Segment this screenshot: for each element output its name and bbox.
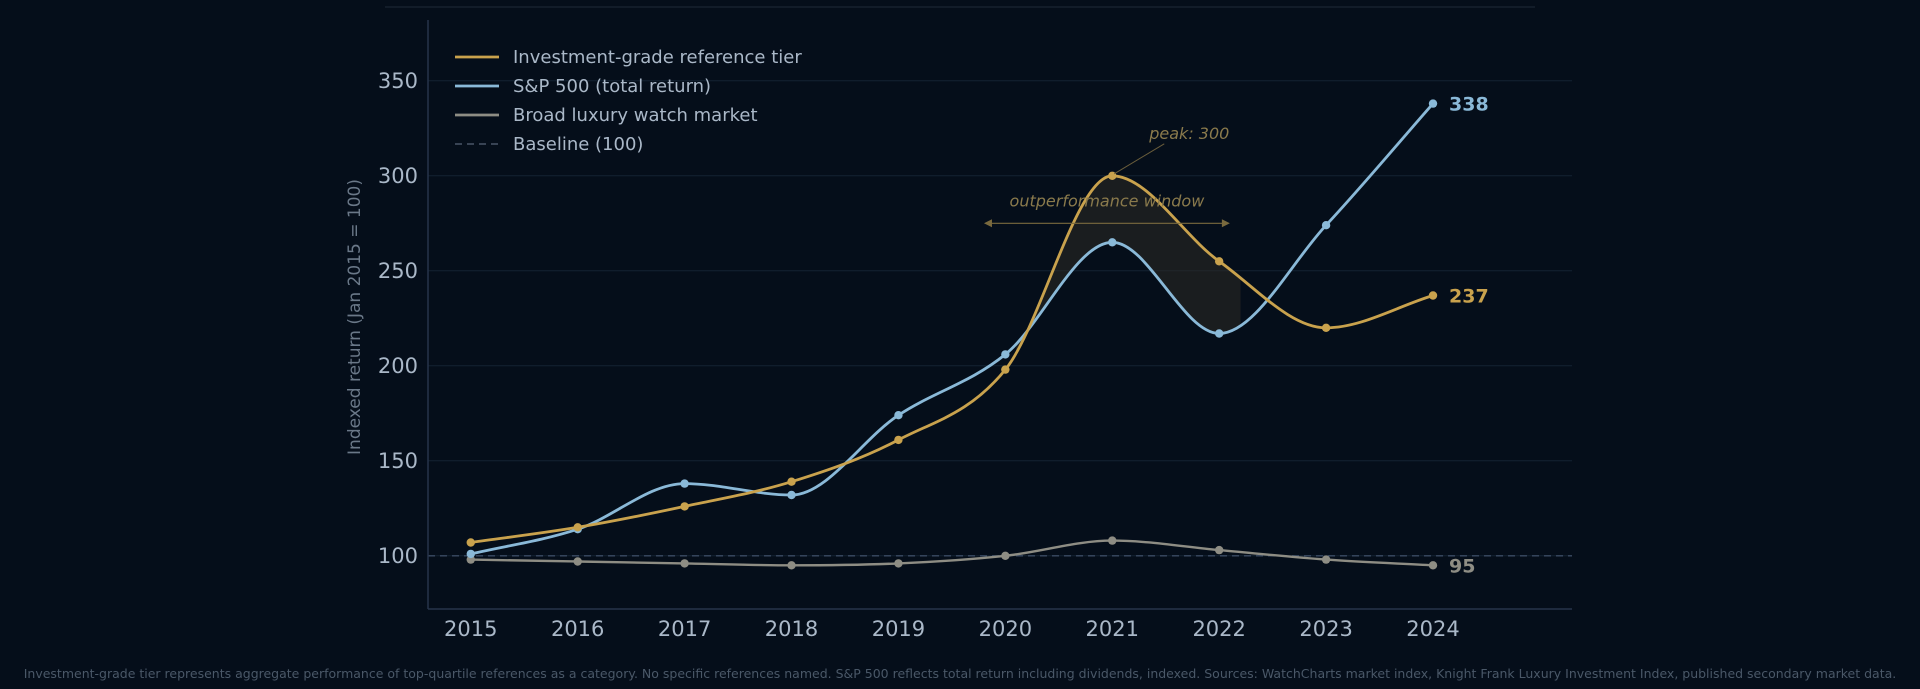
series-line [469,174,1435,544]
series-layer: 95 338 237 [466,94,1489,577]
y-tick-label: 350 [378,69,418,93]
data-point [466,538,475,547]
x-tick-label: 2018 [765,617,818,641]
data-point [1428,561,1438,570]
end-value-label: 338 [1449,94,1489,116]
legend-label: Investment-grade reference tier [513,47,802,68]
data-point [1108,238,1117,247]
data-point [894,559,903,568]
x-tick-label: 2021 [1086,617,1139,641]
series-line [469,102,1435,556]
data-point [1214,257,1224,266]
x-tick-label: 2019 [872,617,925,641]
data-point [573,523,582,532]
y-tick-label: 300 [378,164,418,188]
data-point [680,559,689,568]
data-point [1321,323,1331,332]
y-tick-label: 200 [378,354,418,378]
x-tick-label: 2016 [551,617,604,641]
legend: Investment-grade reference tier S&P 500 (… [455,47,802,155]
data-point [787,561,796,570]
x-tick-label: 2023 [1299,617,1352,641]
peak-leader-line [1114,143,1165,175]
data-point [894,435,903,445]
y-tick-label: 250 [378,259,418,283]
end-value-label: 95 [1449,555,1475,577]
window-arrow-left [983,219,992,228]
data-point [1214,545,1224,555]
data-point [1214,329,1224,338]
y-axis-label: Indexed return (Jan 2015 = 100) [345,179,365,455]
annotation-layer: peak: 300 outperformance window [983,124,1230,228]
y-tick-label: 100 [378,544,418,568]
data-point [466,549,475,559]
data-point [1001,350,1010,359]
legend-label: Baseline (100) [513,134,643,155]
legend-label: Broad luxury watch market [513,105,758,126]
data-point [680,502,689,511]
legend-label: S&P 500 (total return) [513,76,711,97]
data-point [1001,551,1010,560]
caption: Investment-grade tier represents aggrega… [24,666,1897,681]
axes-layer: 100 150 200 250 300 350 2015 2016 2017 2018 2019 20… [378,20,1572,641]
data-point [1321,221,1331,230]
data-point [1108,536,1117,545]
series-line [469,539,1435,567]
data-point [787,490,796,500]
data-point [1321,555,1331,564]
window-annotation: outperformance window [1010,191,1206,210]
data-point [894,411,903,420]
x-tick-label: 2015 [444,617,497,641]
data-point [1001,365,1010,374]
x-tick-label: 2022 [1192,617,1245,641]
data-point [680,479,689,488]
data-point [1428,291,1438,300]
data-point [573,557,582,566]
peak-annotation: peak: 300 [1148,124,1229,143]
window-arrow-right [1221,219,1230,228]
end-value-label: 237 [1449,286,1489,308]
x-tick-label: 2020 [979,617,1032,641]
grid-layer [428,80,1572,557]
data-point [787,477,796,486]
y-tick-label: 150 [378,449,418,473]
x-tick-label: 2024 [1406,617,1459,641]
x-tick-label: 2017 [658,617,711,641]
data-point [1428,99,1438,108]
